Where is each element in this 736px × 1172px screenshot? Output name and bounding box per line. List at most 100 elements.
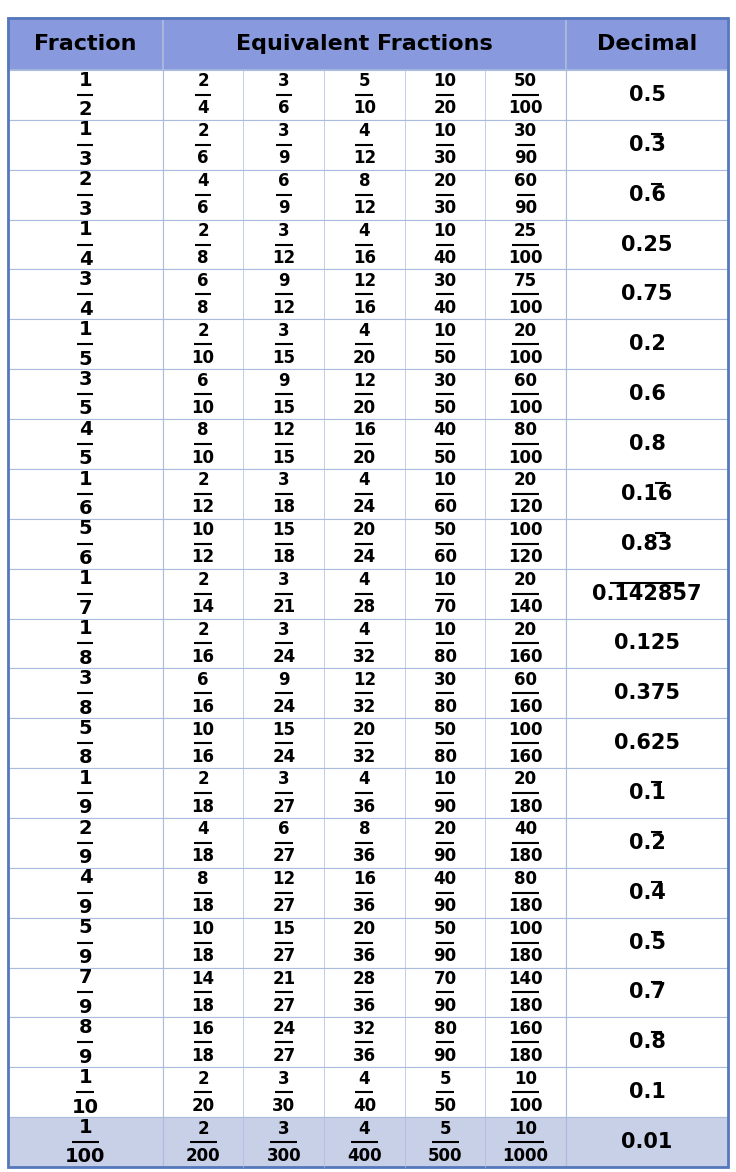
Text: 10: 10: [514, 1119, 537, 1138]
Text: 0.3: 0.3: [629, 135, 665, 155]
Bar: [566, 568, 728, 619]
Text: 24: 24: [353, 548, 376, 566]
Text: 100: 100: [509, 299, 543, 316]
Text: 8: 8: [197, 299, 209, 316]
Text: 3: 3: [79, 669, 92, 688]
Text: 5: 5: [79, 519, 92, 538]
Text: 18: 18: [191, 947, 215, 966]
Text: 8: 8: [79, 699, 92, 717]
Text: 12: 12: [191, 498, 215, 517]
Text: 0.75: 0.75: [621, 285, 673, 305]
Bar: [8, 918, 163, 968]
Text: 140: 140: [509, 970, 543, 988]
Text: 12: 12: [353, 670, 376, 689]
Text: 2: 2: [197, 73, 209, 90]
Text: 30: 30: [514, 122, 537, 141]
Text: 40: 40: [434, 250, 456, 267]
Text: 180: 180: [509, 947, 543, 966]
Text: 2: 2: [79, 170, 92, 190]
Text: 15: 15: [272, 522, 295, 539]
Bar: [163, 170, 566, 219]
Text: 3: 3: [278, 770, 289, 789]
Text: 4: 4: [79, 300, 92, 319]
Bar: [8, 469, 163, 519]
Text: 300: 300: [266, 1146, 301, 1165]
Text: 5: 5: [79, 400, 92, 418]
Text: Decimal: Decimal: [597, 34, 697, 54]
Text: 36: 36: [353, 997, 376, 1015]
Text: 3: 3: [79, 150, 92, 169]
Text: 36: 36: [353, 898, 376, 915]
Text: 0.1: 0.1: [629, 783, 665, 803]
Text: 60: 60: [434, 548, 456, 566]
Text: 0.142857: 0.142857: [592, 584, 701, 604]
Text: 90: 90: [514, 149, 537, 168]
Text: 3: 3: [278, 621, 289, 639]
Text: 14: 14: [191, 970, 215, 988]
Text: 3: 3: [79, 370, 92, 389]
Text: 50: 50: [434, 920, 456, 938]
Text: 4: 4: [358, 621, 370, 639]
Text: 16: 16: [353, 299, 376, 316]
Bar: [566, 1017, 728, 1068]
Text: 9: 9: [79, 1048, 92, 1067]
Text: 400: 400: [347, 1146, 382, 1165]
Text: 3: 3: [278, 73, 289, 90]
Text: 2: 2: [197, 222, 209, 240]
Text: 5: 5: [79, 349, 92, 368]
Text: 100: 100: [509, 721, 543, 738]
Text: 27: 27: [272, 947, 295, 966]
Text: 100: 100: [509, 522, 543, 539]
Text: 160: 160: [509, 1020, 543, 1037]
Bar: [163, 270, 566, 319]
Bar: [8, 219, 163, 270]
Text: 0.1: 0.1: [629, 1082, 665, 1102]
Text: 10: 10: [191, 721, 215, 738]
Text: 10: 10: [191, 349, 215, 367]
Text: 0.5: 0.5: [629, 933, 665, 953]
Text: 30: 30: [434, 670, 456, 689]
Text: 80: 80: [434, 748, 456, 765]
Text: 20: 20: [434, 820, 456, 838]
Text: 2: 2: [79, 101, 92, 120]
Bar: [163, 1068, 566, 1117]
Bar: [8, 369, 163, 420]
Bar: [163, 369, 566, 420]
Text: 0.16: 0.16: [621, 484, 673, 504]
Text: 10: 10: [434, 122, 456, 141]
Text: 36: 36: [353, 1047, 376, 1065]
Bar: [566, 420, 728, 469]
Text: 0.83: 0.83: [621, 533, 673, 553]
Bar: [566, 918, 728, 968]
Text: 6: 6: [197, 199, 209, 217]
Text: 9: 9: [278, 149, 289, 168]
Text: 80: 80: [434, 648, 456, 666]
Text: 20: 20: [434, 100, 456, 117]
Bar: [8, 668, 163, 718]
Text: 140: 140: [509, 598, 543, 616]
Text: 100: 100: [509, 920, 543, 938]
Bar: [163, 219, 566, 270]
Text: 0.6: 0.6: [629, 384, 665, 404]
Text: 3: 3: [278, 1070, 289, 1088]
Bar: [163, 1017, 566, 1068]
Text: 27: 27: [272, 898, 295, 915]
Text: 0.5: 0.5: [629, 84, 665, 105]
Text: 4: 4: [358, 1070, 370, 1088]
Text: 0.125: 0.125: [614, 633, 680, 654]
Text: 4: 4: [358, 321, 370, 340]
Text: 36: 36: [353, 798, 376, 816]
Text: 6: 6: [278, 820, 289, 838]
Text: 6: 6: [197, 670, 209, 689]
Text: 0.25: 0.25: [621, 234, 673, 254]
Bar: [566, 619, 728, 668]
Text: 500: 500: [428, 1146, 462, 1165]
Text: 32: 32: [353, 748, 376, 765]
Bar: [163, 968, 566, 1017]
Text: 120: 120: [509, 498, 543, 517]
Text: 70: 70: [434, 598, 456, 616]
Text: 90: 90: [434, 947, 456, 966]
Text: 0.4: 0.4: [629, 883, 665, 902]
Text: 6: 6: [197, 372, 209, 389]
Bar: [566, 718, 728, 768]
